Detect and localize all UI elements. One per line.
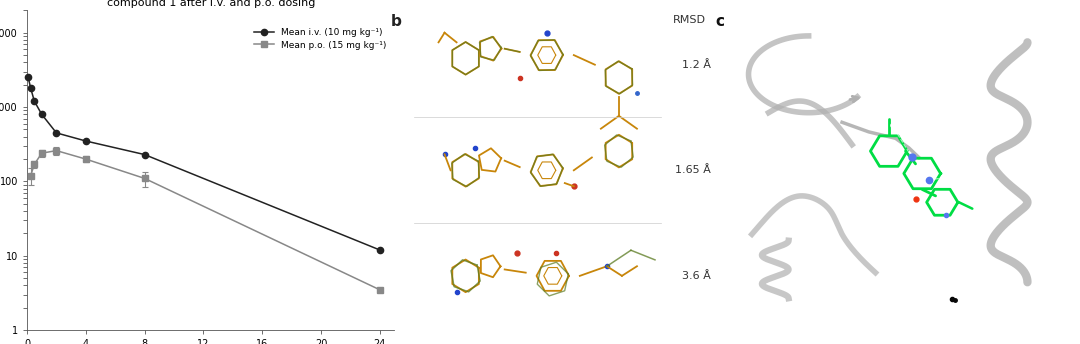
Circle shape bbox=[940, 284, 972, 315]
Text: Met704: Met704 bbox=[795, 166, 831, 175]
Text: Glu872: Glu872 bbox=[962, 129, 996, 138]
Circle shape bbox=[948, 288, 973, 312]
Text: 1.2 Å: 1.2 Å bbox=[681, 60, 711, 70]
Text: c: c bbox=[715, 13, 724, 29]
Text: b: b bbox=[391, 13, 402, 29]
Text: Lys655: Lys655 bbox=[902, 104, 935, 112]
Text: 量子位: 量子位 bbox=[986, 293, 1011, 307]
Text: 3.6 Å: 3.6 Å bbox=[681, 271, 711, 281]
Text: 1.65 Å: 1.65 Å bbox=[675, 165, 711, 175]
Circle shape bbox=[942, 288, 967, 312]
Legend: Mean i.v. (10 mg kg⁻¹), Mean p.o. (15 mg kg⁻¹): Mean i.v. (10 mg kg⁻¹), Mean p.o. (15 mg… bbox=[251, 24, 390, 53]
Text: Asp784: Asp784 bbox=[849, 206, 885, 215]
Title: Mean plasma concentration of
compound 1 after i.v. and p.o. dosing: Mean plasma concentration of compound 1 … bbox=[107, 0, 315, 8]
Text: RMSD: RMSD bbox=[673, 15, 706, 25]
